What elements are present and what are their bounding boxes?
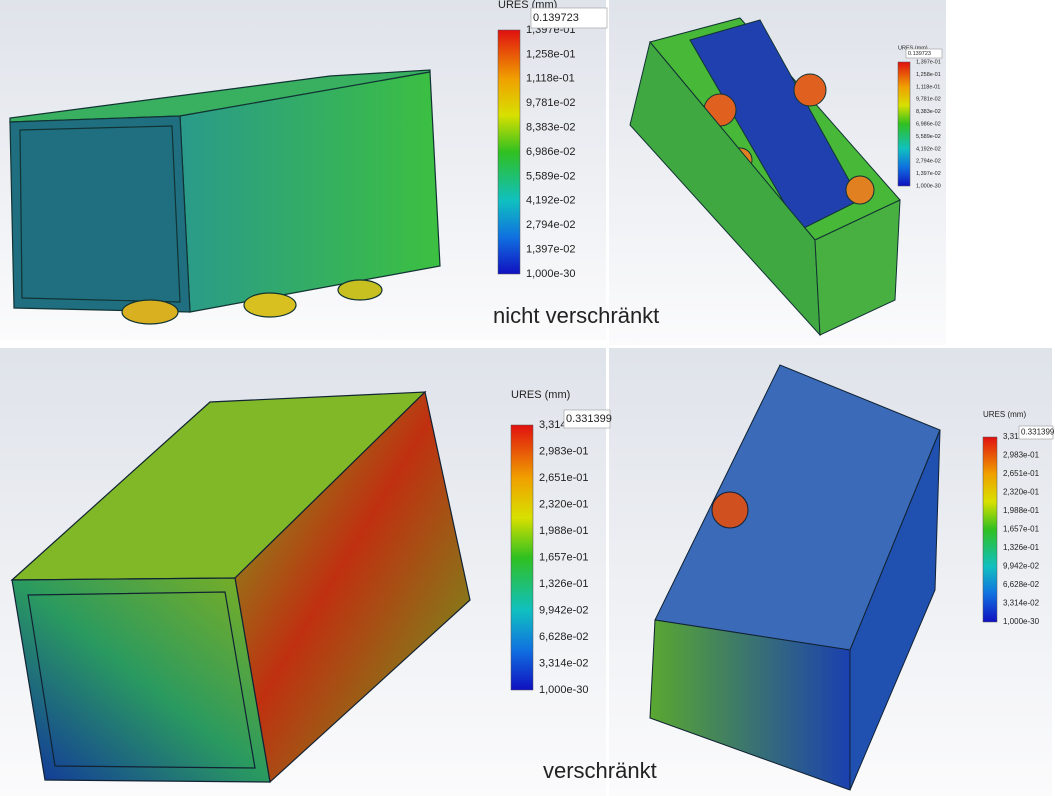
legend-label: 6,628e-02 — [539, 631, 589, 643]
legend-label: 2,794e-02 — [526, 219, 576, 231]
max-value: 0.139723 — [533, 12, 579, 24]
color-bar — [497, 29, 521, 275]
legend-label: 9,781e-02 — [916, 97, 941, 103]
legend-label: 6,628e-02 — [1003, 580, 1040, 589]
legend-label: 5,589e-02 — [916, 134, 941, 140]
model — [629, 17, 901, 337]
model — [10, 390, 471, 784]
model — [649, 364, 941, 791]
legend-label: 1,988e-01 — [1003, 506, 1040, 515]
legend-label: 1,326e-01 — [539, 578, 589, 590]
legend-label: 1,000e-30 — [526, 268, 576, 280]
legend-label: 1,000e-30 — [1003, 617, 1040, 626]
model — [9, 69, 441, 325]
legend-label: 2,651e-01 — [1003, 469, 1040, 478]
legend-label: 2,983e-01 — [539, 445, 589, 457]
legend-label: 1,988e-01 — [539, 525, 589, 537]
legend-label: 5,589e-02 — [526, 170, 576, 182]
legend-label: 1,397e-01 — [916, 59, 941, 65]
legend-label: 1,258e-01 — [916, 72, 941, 78]
legend-label: 2,320e-01 — [539, 498, 589, 510]
legend-label: 1,397e-02 — [916, 171, 941, 177]
legend-label: 9,781e-02 — [526, 97, 576, 109]
legend-label: 1,118e-01 — [526, 73, 575, 85]
legend-label: 3,314e-02 — [539, 657, 589, 669]
color-bar — [510, 424, 534, 691]
caption: verschränkt — [543, 758, 657, 783]
max-value: 0.331399 — [1021, 428, 1055, 437]
legend-label: 1,657e-01 — [539, 551, 589, 563]
legend-title: URES (mm) — [983, 410, 1026, 419]
legend-label: 2,794e-02 — [916, 159, 941, 165]
max-value: 0.331399 — [566, 413, 612, 425]
legend-label: 2,320e-01 — [1003, 488, 1040, 497]
legend-label: 1,326e-01 — [1003, 543, 1040, 552]
legend-label: 1,118e-01 — [916, 84, 940, 90]
legend-label: 9,942e-02 — [1003, 562, 1040, 571]
legend-label: 6,986e-02 — [916, 121, 941, 127]
legend-label: 1,397e-02 — [526, 244, 576, 256]
legend-label: 2,983e-01 — [1003, 451, 1040, 460]
caption: nicht verschränkt — [493, 303, 659, 328]
legend-title: URES (mm) — [898, 45, 928, 51]
legend-label: 9,942e-02 — [539, 604, 589, 616]
legend-title: URES (mm) — [498, 0, 557, 11]
color-bar — [982, 436, 998, 623]
legend-label: 1,657e-01 — [1003, 525, 1040, 534]
max-value: 0.139723 — [908, 51, 931, 57]
legend-label: 4,192e-02 — [916, 146, 941, 152]
max-box — [563, 409, 611, 429]
legend-label: 1,000e-30 — [916, 183, 941, 189]
legend-title: URES (mm) — [511, 389, 570, 401]
max-box — [530, 7, 608, 29]
legend-label: 1,258e-01 — [526, 48, 576, 60]
legend-label: 8,383e-02 — [916, 109, 941, 115]
legend-label: 1,000e-30 — [539, 684, 589, 696]
legend-label: 2,651e-01 — [539, 472, 589, 484]
color-bar — [897, 61, 911, 187]
max-box — [1018, 425, 1054, 440]
max-box — [905, 48, 943, 59]
legend-label: 3,314e-02 — [1003, 599, 1040, 608]
legend-label: 6,986e-02 — [526, 146, 576, 158]
legend-label: 8,383e-02 — [526, 122, 576, 134]
legend-label: 4,192e-02 — [526, 195, 576, 207]
